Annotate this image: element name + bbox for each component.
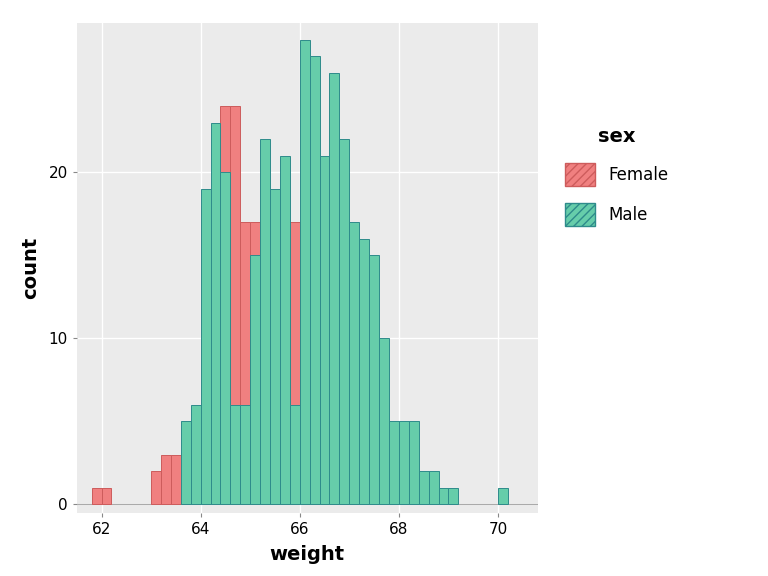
Y-axis label: count: count xyxy=(22,237,40,299)
Bar xyxy=(280,222,290,505)
Bar xyxy=(190,454,200,505)
Bar xyxy=(280,156,290,505)
Bar xyxy=(230,106,240,505)
Bar xyxy=(171,454,180,505)
Bar xyxy=(399,422,409,505)
Bar xyxy=(369,255,379,505)
Bar xyxy=(329,73,339,505)
Bar xyxy=(270,239,280,505)
Bar xyxy=(151,471,161,505)
Bar xyxy=(349,488,359,505)
Bar xyxy=(220,172,230,505)
Bar xyxy=(439,488,449,505)
X-axis label: weight: weight xyxy=(270,545,345,564)
Bar xyxy=(339,488,349,505)
Bar xyxy=(200,206,210,505)
Bar xyxy=(91,488,101,505)
Bar xyxy=(180,454,190,505)
Bar xyxy=(260,239,270,505)
Bar xyxy=(409,422,419,505)
Bar xyxy=(419,471,429,505)
Bar xyxy=(300,40,310,505)
Bar xyxy=(389,422,399,505)
Bar xyxy=(319,438,329,505)
Bar xyxy=(210,123,220,505)
Bar xyxy=(300,355,310,505)
Bar xyxy=(240,405,250,505)
Bar xyxy=(349,222,359,505)
Bar xyxy=(449,488,458,505)
Bar xyxy=(220,106,230,505)
Bar xyxy=(210,222,220,505)
Legend: Female, Male: Female, Male xyxy=(561,123,671,230)
Bar xyxy=(240,222,250,505)
Bar xyxy=(200,189,210,505)
Bar xyxy=(329,454,339,505)
Bar xyxy=(250,222,260,505)
Bar xyxy=(310,56,319,505)
Bar xyxy=(310,422,319,505)
Bar xyxy=(260,139,270,505)
Bar xyxy=(250,255,260,505)
Bar xyxy=(359,239,369,505)
Bar xyxy=(498,488,508,505)
Bar xyxy=(290,405,300,505)
Bar xyxy=(429,471,439,505)
Bar xyxy=(101,488,111,505)
Bar xyxy=(180,422,190,505)
Bar xyxy=(230,405,240,505)
Bar xyxy=(270,189,280,505)
Bar xyxy=(190,405,200,505)
Bar xyxy=(290,222,300,505)
Bar xyxy=(339,139,349,505)
Bar xyxy=(379,338,389,505)
Bar xyxy=(319,156,329,505)
Bar xyxy=(161,454,171,505)
